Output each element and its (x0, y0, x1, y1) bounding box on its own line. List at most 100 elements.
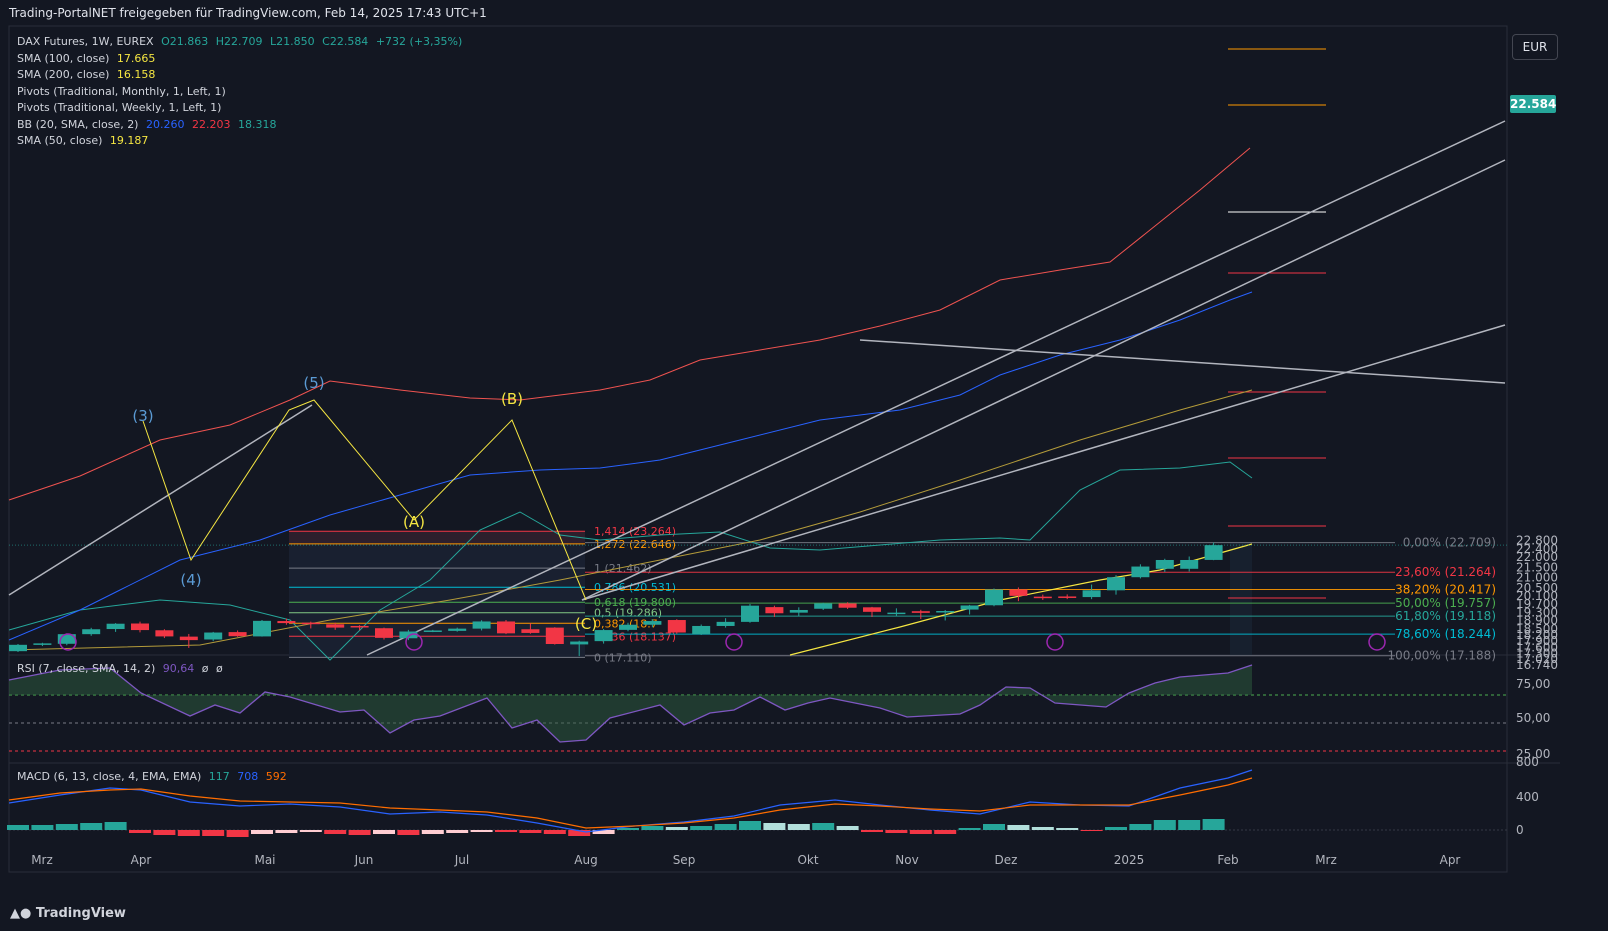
symbol-name: DAX Futures, 1W, EUREX (17, 35, 154, 48)
candle-body (375, 628, 393, 638)
time-axis-label: 2025 (1114, 853, 1145, 867)
tradingview-logo-icon: ▲● (10, 906, 32, 921)
macd-legend[interactable]: MACD (6, 13, close, 4, EMA, EMA) 117 708… (17, 770, 287, 783)
time-axis-label: Mrz (1315, 853, 1337, 867)
price-tick: 22.800 (1516, 534, 1558, 548)
fib-zone (289, 531, 585, 658)
macd-hist-bar (592, 830, 615, 834)
macd-hist-bar (519, 830, 542, 833)
pivots-weekly-legend[interactable]: Pivots (Traditional, Weekly, 1, Left, 1) (17, 101, 222, 114)
macd-hist-bar (787, 824, 810, 830)
tradingview-logo-text: TradingView (35, 906, 126, 921)
ohlc-open: O21.863 (161, 35, 209, 48)
macd-hist-bar (1153, 820, 1176, 830)
fib-left-label: 1,272 (22.646) (594, 538, 676, 551)
macd-hist-bar (177, 830, 200, 836)
price-tick: 17.300 (1516, 646, 1558, 660)
macd-hist-bar (495, 830, 517, 832)
candle-body (326, 624, 345, 628)
price-tick: 17.600 (1516, 640, 1558, 654)
bb-label: BB (20, SMA, close, 2) (17, 117, 139, 131)
time-axis-label: Nov (895, 853, 918, 867)
macd-hist-bar (446, 830, 469, 833)
trend-line (859, 339, 1506, 384)
currency-button[interactable]: EUR (1512, 34, 1558, 60)
macd-hist-bar (934, 830, 957, 834)
bb-legend[interactable]: BB (20, SMA, close, 2) 20.260 22.203 18.… (17, 117, 462, 134)
ohlc-low: L21.850 (270, 35, 315, 48)
macd-hist-bar (80, 823, 103, 830)
rsi-tick: 50,00 (1516, 711, 1550, 725)
macd-hist-bar (1007, 825, 1030, 830)
candle-body (423, 630, 442, 632)
last-price-badge: 22.584 (1510, 95, 1557, 113)
macd-line-value: 708 (237, 770, 259, 783)
macd-hist-bar (299, 830, 322, 832)
macd-hist-bar (153, 830, 176, 835)
trend-line (8, 404, 313, 596)
candle-body (741, 605, 759, 622)
macd-tick: 400 (1516, 790, 1539, 804)
time-axis-label: Apr (131, 853, 152, 867)
macd-hist-bar (324, 830, 347, 834)
macd-hist-bar (373, 830, 395, 834)
candle-body (1180, 559, 1199, 569)
candle-body (1033, 596, 1052, 599)
rsi-overbought-fill (9, 665, 1252, 742)
candle-body (667, 620, 686, 633)
candle-body (277, 621, 296, 624)
trend-line (366, 120, 1506, 656)
price-tick: 18.200 (1516, 628, 1558, 642)
macd-hist-bar (348, 830, 371, 835)
candle-body (1107, 577, 1125, 591)
tradingview-logo[interactable]: ▲● TradingView (10, 906, 126, 921)
rsi-legend[interactable]: RSI (7, close, SMA, 14, 2) 90,64 ø ø (17, 662, 223, 675)
price-tick: 20.500 (1516, 581, 1558, 595)
candle-body (1058, 596, 1077, 598)
macd-hist-bar (665, 827, 688, 830)
macd-signal-value: 592 (265, 770, 287, 783)
macd-hist-bar (885, 830, 908, 833)
event-icon (1046, 633, 1064, 651)
candle-body (106, 623, 125, 630)
fib-left-label: 0,382 (18.7 (594, 617, 658, 630)
candle-body (911, 611, 930, 613)
candle-body (131, 623, 149, 631)
candle-body (33, 643, 52, 645)
macd-hist-bar (470, 830, 493, 832)
macd-signal-line (8, 777, 1253, 829)
event-icon (1368, 633, 1386, 651)
sma50-legend[interactable]: SMA (50, close) 19.187 (17, 133, 462, 150)
time-axis-label: Feb (1217, 853, 1238, 867)
candle-body (350, 625, 369, 628)
rsi-value: 90,64 (162, 662, 195, 675)
candle-body (765, 607, 784, 614)
macd-hist-bar (1105, 827, 1127, 830)
candle-body (985, 589, 1003, 606)
fib-left-label: 0,236 (18.137) (594, 630, 676, 643)
macd-hist-bar (129, 830, 151, 833)
macd-hist-bar (1202, 819, 1225, 830)
macd-hist-bar (1129, 824, 1152, 830)
sma200-legend[interactable]: SMA (200, close) 16.158 (17, 67, 462, 84)
pivots-monthly-legend[interactable]: Pivots (Traditional, Monthly, 1, Left, 1… (17, 84, 226, 98)
symbol-legend[interactable]: DAX Futures, 1W, EUREX O21.863 H22.709 L… (17, 34, 462, 51)
candle-body (545, 627, 564, 644)
bb-upper-line (8, 147, 1251, 501)
candle-body (716, 621, 735, 626)
candle-body (155, 630, 174, 637)
price-tick: 17.020 (1516, 652, 1558, 666)
macd-label: MACD (6, 13, close, 4, EMA, EMA) (17, 770, 202, 783)
sma100-legend[interactable]: SMA (100, close) 17.665 (17, 51, 462, 68)
fib-zone-top (289, 531, 585, 544)
fib-left-label: 1 (21.462) (594, 562, 652, 575)
macd-hist-bar (909, 830, 932, 834)
time-axis-label: Mrz (31, 853, 53, 867)
candle-body (57, 634, 76, 644)
fib-left-label: 0 (17.110) (594, 651, 652, 664)
candle-body (9, 644, 27, 652)
price-tick: 19.300 (1516, 605, 1558, 619)
candle-body (497, 621, 515, 634)
candle-body (253, 620, 271, 637)
